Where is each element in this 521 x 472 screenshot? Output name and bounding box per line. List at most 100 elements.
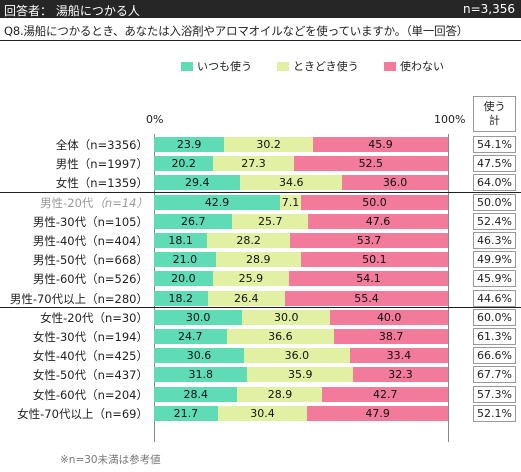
row-label: 全体（n=3356）	[55, 138, 148, 152]
bar-segment: 26.7	[154, 213, 233, 229]
bar-segment: 18.2	[154, 290, 208, 306]
bar-segment: 30.4	[217, 405, 308, 421]
bar-segment: 40.0	[330, 309, 448, 325]
bar-segment: 29.4	[154, 175, 241, 191]
use-total-value: 50.0%	[473, 193, 516, 211]
row-label: 女性-70代以上（n=69）	[17, 406, 148, 421]
stacked-bar: 29.4 34.6 36.0	[154, 175, 448, 191]
bar-segment: 28.4	[154, 386, 238, 402]
use-total-header-line1: 使う	[483, 100, 506, 113]
sample-size: n=3,356	[462, 2, 515, 16]
use-total-value: 57.3%	[473, 385, 516, 403]
group-separator	[0, 192, 521, 194]
row-label: 男性-30代（n=105）	[32, 214, 148, 229]
use-total-value: 67.7%	[473, 366, 516, 384]
bar-segment: 30.6	[154, 348, 244, 364]
stacked-bar: 30.0 30.0 40.0	[154, 309, 448, 325]
row-label: 男性-60代（n=526）	[32, 272, 148, 287]
use-total-header: 使う 計	[473, 96, 516, 132]
stacked-bar: 24.7 36.6 38.7	[154, 329, 448, 344]
legend-swatch	[181, 62, 193, 71]
row-label: 女性-30代（n=194）	[32, 330, 148, 344]
row-label: 女性-20代（n=30）	[40, 310, 148, 325]
stacked-bar: 21.7 30.4 47.9	[154, 405, 448, 421]
use-total-header-line2: 計	[489, 114, 500, 127]
footnote: ※n=30未満は参考値	[60, 454, 161, 466]
stacked-bar: 28.4 28.9 42.7	[154, 386, 448, 402]
reference-sample-size: （n=14）	[93, 195, 148, 210]
stacked-bar: 26.7 25.7 47.6	[154, 213, 448, 229]
bar-segment: 25.7	[232, 213, 309, 229]
group-separator	[0, 307, 521, 309]
bar-segment: 54.1	[288, 271, 448, 287]
bar-segment: 47.6	[308, 213, 448, 229]
axis-max-label: 100%	[434, 113, 466, 126]
bar-segment: 30.0	[242, 309, 331, 325]
bar-segment: 28.2	[207, 233, 291, 248]
bar-segment: 33.4	[349, 348, 448, 364]
use-total-value: 61.3%	[473, 328, 516, 345]
bar-segment: 30.0	[154, 309, 243, 325]
bar-segment: 53.7	[290, 233, 448, 248]
legend-label: 使わない	[400, 60, 444, 73]
legend-swatch	[277, 62, 289, 71]
bar-segment: 27.3	[213, 156, 294, 172]
stacked-bar: 42.9 7.1 50.0	[154, 194, 448, 210]
stacked-bar: 21.0 28.9 50.1	[154, 252, 448, 268]
stacked-bar: 18.2 26.4 55.4	[154, 290, 448, 306]
stacked-bar: 30.6 36.0 33.4	[154, 348, 448, 364]
use-total-value: 54.1%	[473, 136, 516, 153]
use-total-value: 52.1%	[473, 404, 516, 422]
bar-segment: 20.2	[154, 156, 214, 172]
bar-segment: 42.9	[154, 194, 281, 210]
legend-label: ときどき使う	[293, 60, 359, 73]
row-label: 女性-40代（n=425）	[32, 349, 148, 364]
row-label: 男性（n=1997）	[55, 157, 148, 172]
stacked-bar: 20.2 27.3 52.5	[154, 156, 448, 172]
row-label: 女性-60代（n=204）	[32, 387, 148, 402]
bar-segment: 50.1	[300, 252, 448, 268]
header-bar: 回答者： 湯船につかる人 n=3,356	[0, 0, 521, 18]
axis-zero-line	[154, 134, 155, 442]
row-label: 男性-50代（n=668）	[32, 253, 148, 268]
divider	[0, 40, 521, 41]
bar-segment: 24.7	[154, 329, 227, 344]
bar-segment: 35.9	[247, 367, 354, 383]
bar-segment: 28.9	[215, 252, 301, 268]
bar-segment: 55.4	[285, 290, 448, 306]
use-total-value: 66.6%	[473, 347, 516, 365]
use-total-value: 64.0%	[473, 174, 516, 192]
use-total-value: 45.9%	[473, 270, 516, 288]
bar-segment: 32.3	[353, 367, 448, 383]
bar-segment: 18.1	[154, 233, 208, 248]
bar-segment: 23.9	[154, 137, 225, 152]
use-total-value: 44.6%	[473, 289, 516, 307]
bar-segment: 21.7	[154, 405, 218, 421]
row-label: 男性-70代以上（n=280）	[9, 291, 148, 306]
row-label: 男性-20代（n=14）	[40, 195, 148, 210]
bar-segment: 45.9	[313, 137, 448, 152]
bar-segment: 50.0	[301, 194, 448, 210]
legend-swatch	[384, 62, 396, 71]
stacked-bar: 23.9 30.2 45.9	[154, 137, 448, 152]
bar-segment: 36.0	[342, 175, 448, 191]
bar-segment: 7.1	[280, 194, 301, 210]
bar-segment: 36.6	[226, 329, 335, 344]
bar-segment: 31.8	[154, 367, 248, 383]
stacked-bar: 31.8 35.9 32.3	[154, 367, 448, 383]
question-text: Q8.湯船につかるとき、あなたは入浴剤やアロマオイルなどを使っていますか。（単一…	[4, 24, 469, 38]
bar-segment: 34.6	[240, 175, 343, 191]
use-total-value: 49.9%	[473, 251, 516, 269]
axis-hundred-line	[448, 134, 449, 442]
legend-item: いつも使う	[181, 58, 252, 74]
bar-segment: 21.0	[154, 252, 216, 268]
respondents-label: 回答者： 湯船につかる人	[4, 4, 140, 18]
row-label: 女性（n=1359）	[55, 176, 148, 191]
bar-segment: 20.0	[154, 271, 213, 287]
legend: いつも使う ときどき使う 使わない	[0, 58, 521, 74]
stacked-bar: 18.1 28.2 53.7	[154, 233, 448, 248]
bar-segment: 28.9	[237, 386, 323, 402]
legend-item: ときどき使う	[277, 58, 359, 74]
bar-segment: 26.4	[207, 290, 286, 306]
use-total-value: 60.0%	[473, 308, 516, 326]
